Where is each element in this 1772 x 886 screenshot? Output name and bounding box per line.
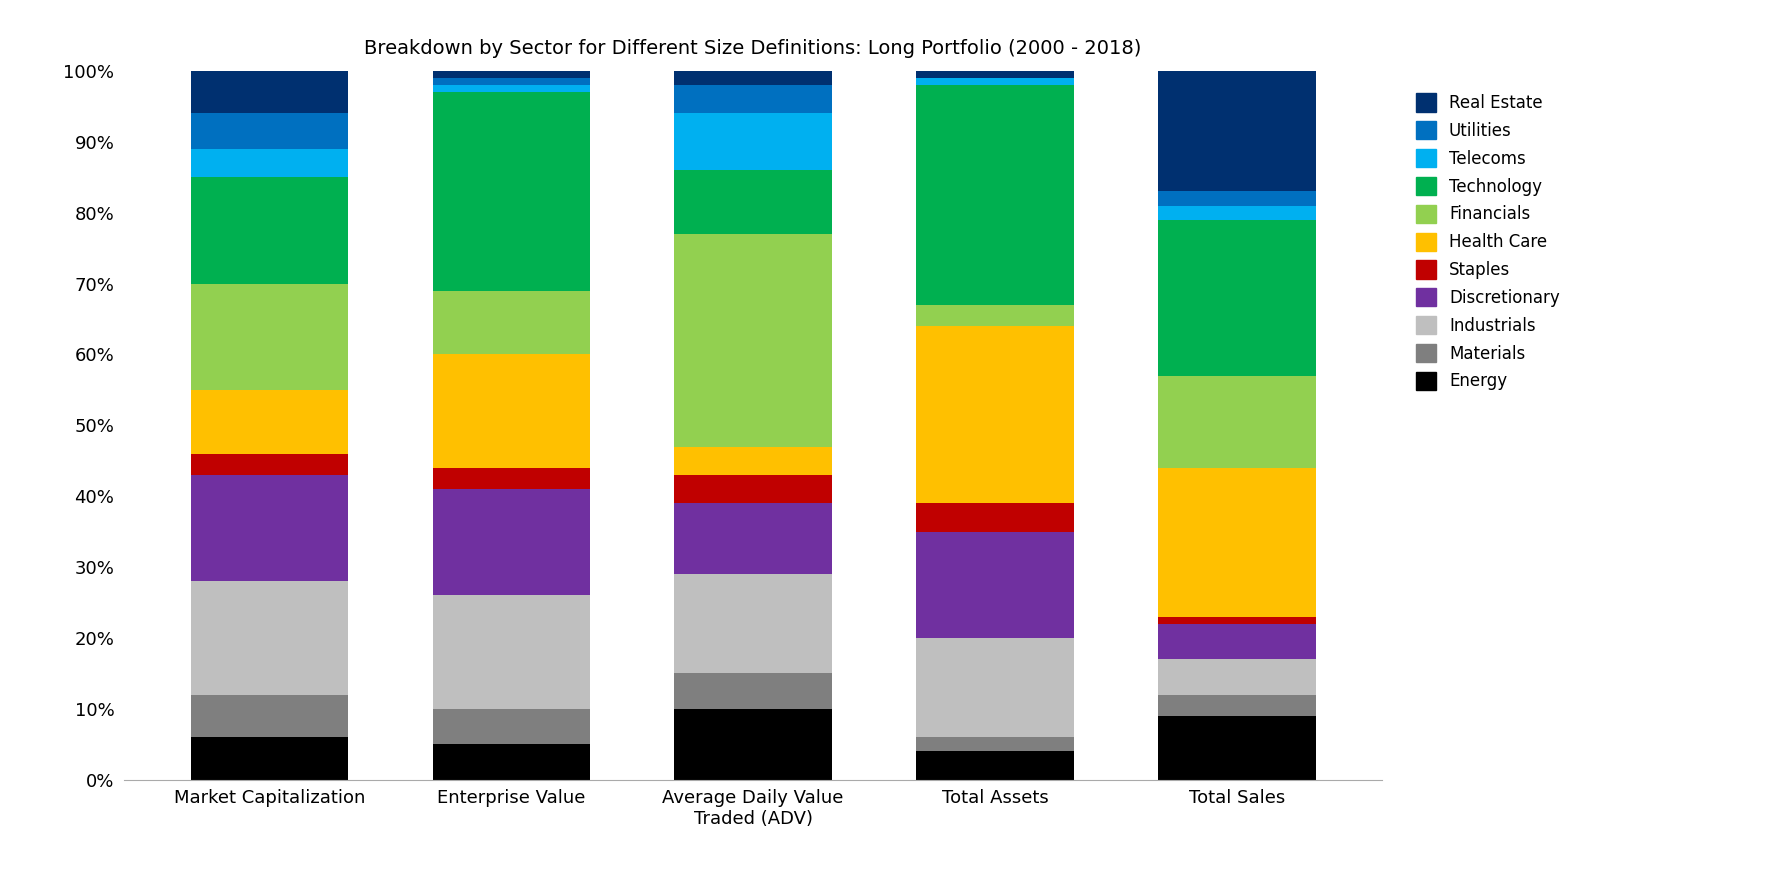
Bar bbox=[675, 503, 831, 574]
Bar bbox=[432, 71, 590, 78]
Bar bbox=[432, 744, 590, 780]
Bar bbox=[191, 737, 347, 780]
Bar bbox=[916, 503, 1074, 532]
Bar bbox=[432, 595, 590, 709]
Bar bbox=[675, 574, 831, 673]
Bar bbox=[191, 71, 347, 113]
Bar bbox=[1159, 617, 1315, 624]
Bar bbox=[432, 354, 590, 468]
Bar bbox=[191, 475, 347, 581]
Bar bbox=[1159, 468, 1315, 617]
Bar bbox=[432, 85, 590, 92]
Bar bbox=[675, 234, 831, 447]
Bar bbox=[191, 695, 347, 737]
Bar bbox=[916, 737, 1074, 751]
Bar bbox=[432, 92, 590, 291]
Bar bbox=[1159, 716, 1315, 780]
Bar bbox=[191, 454, 347, 475]
Bar bbox=[1159, 659, 1315, 695]
Bar bbox=[432, 709, 590, 744]
Bar bbox=[916, 305, 1074, 326]
Bar bbox=[675, 113, 831, 170]
Bar bbox=[675, 475, 831, 503]
Bar bbox=[675, 85, 831, 113]
Bar bbox=[432, 489, 590, 595]
Bar bbox=[675, 170, 831, 234]
Bar bbox=[191, 581, 347, 695]
Bar bbox=[1159, 206, 1315, 220]
Bar bbox=[675, 447, 831, 475]
Bar bbox=[191, 284, 347, 390]
Bar bbox=[675, 709, 831, 780]
Title: Breakdown by Sector for Different Size Definitions: Long Portfolio (2000 - 2018): Breakdown by Sector for Different Size D… bbox=[365, 39, 1141, 58]
Bar bbox=[916, 751, 1074, 780]
Bar bbox=[191, 113, 347, 149]
Bar bbox=[675, 673, 831, 709]
Bar bbox=[916, 326, 1074, 503]
Bar bbox=[1159, 695, 1315, 716]
Bar bbox=[916, 638, 1074, 737]
Bar bbox=[1159, 71, 1315, 191]
Bar bbox=[432, 291, 590, 354]
Bar bbox=[1159, 220, 1315, 376]
Bar bbox=[916, 78, 1074, 85]
Bar bbox=[675, 71, 831, 85]
Legend: Real Estate, Utilities, Telecoms, Technology, Financials, Health Care, Staples, : Real Estate, Utilities, Telecoms, Techno… bbox=[1416, 93, 1559, 391]
Bar bbox=[1159, 376, 1315, 468]
Bar bbox=[432, 468, 590, 489]
Bar bbox=[1159, 624, 1315, 659]
Bar bbox=[916, 85, 1074, 305]
Bar bbox=[432, 78, 590, 85]
Bar bbox=[916, 71, 1074, 78]
Bar bbox=[191, 149, 347, 177]
Bar bbox=[1159, 191, 1315, 206]
Bar bbox=[191, 177, 347, 284]
Bar bbox=[191, 390, 347, 454]
Bar bbox=[916, 532, 1074, 638]
